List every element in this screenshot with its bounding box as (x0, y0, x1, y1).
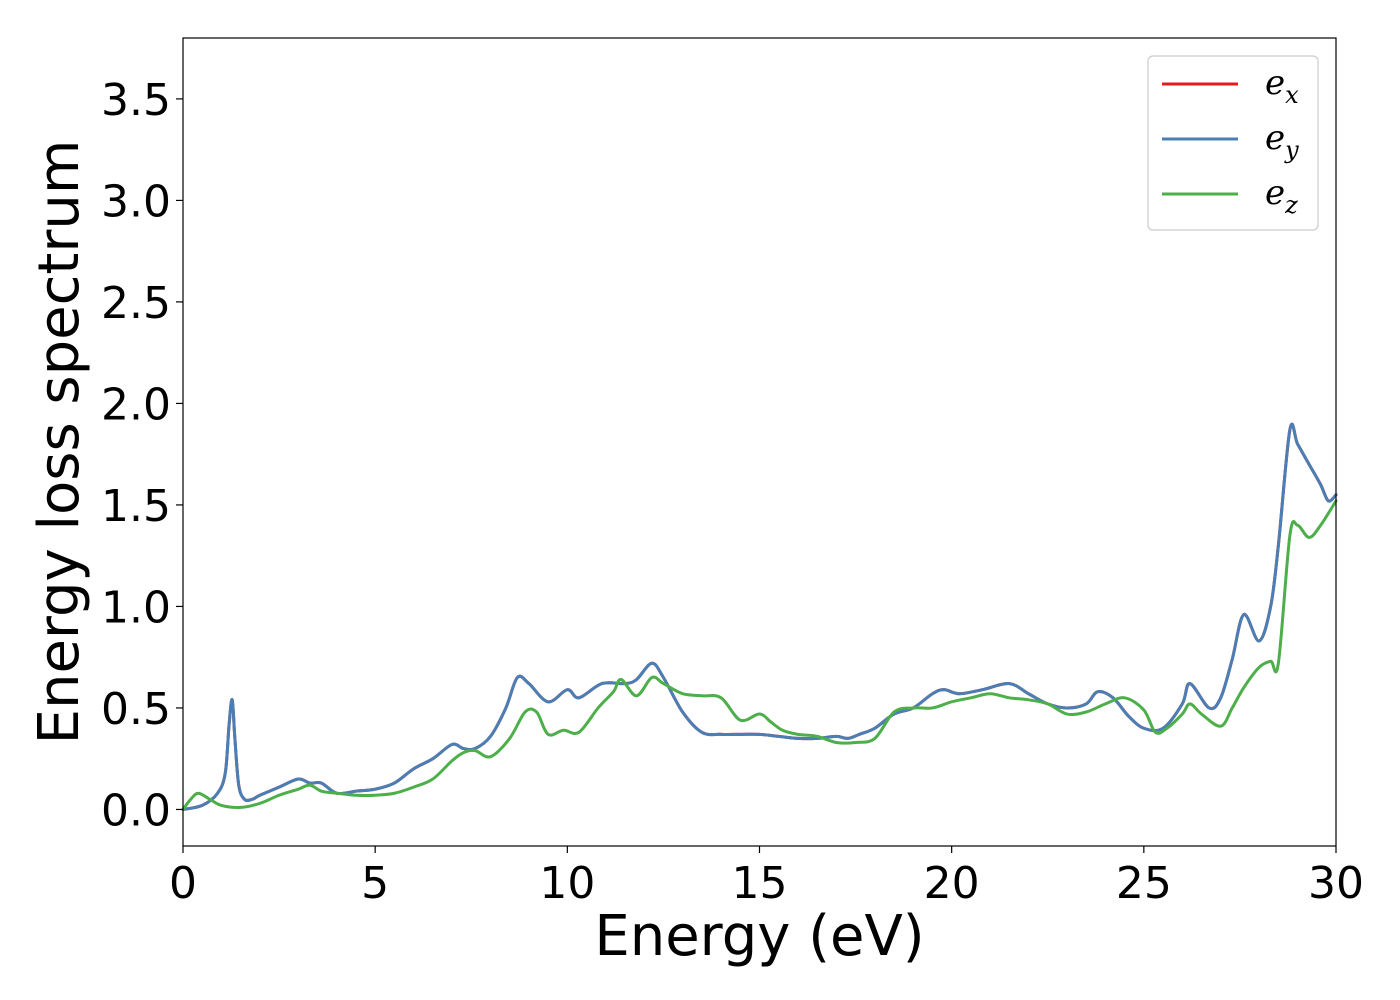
y-axis-title: Energy loss spectrum (27, 140, 92, 745)
x-axis-title: Energy (eV) (594, 904, 924, 969)
x-tick-label: 15 (732, 858, 788, 909)
x-tick-label: 0 (169, 858, 197, 909)
legend-label-y: ey (1265, 118, 1299, 164)
x-tick-label: 10 (539, 858, 595, 909)
y-tick-label: 2.0 (101, 379, 171, 430)
x-tick-label: 5 (361, 858, 389, 909)
y-tick-label: 0.5 (101, 684, 171, 735)
y-tick-label: 1.5 (101, 481, 171, 532)
legend-label-subscript: y (1284, 136, 1299, 164)
legend-label-subscript: z (1284, 191, 1298, 219)
y-tick-label: 2.5 (101, 278, 171, 329)
x-tick-label: 30 (1308, 858, 1364, 909)
x-tick-label: 25 (1116, 858, 1172, 909)
x-tick-label: 20 (924, 858, 980, 909)
legend-label-base: e (1265, 173, 1285, 213)
legend-label-base: e (1265, 118, 1285, 158)
legend-label-z: ez (1265, 173, 1298, 219)
series-line-y (181, 422, 1338, 811)
legend-box (1147, 55, 1319, 231)
y-tick-label: 0.0 (101, 785, 171, 836)
legend-label-subscript: x (1285, 81, 1299, 109)
y-axis: 0.0 0.5 1.0 1.5 2.0 2.5 3.0 3.5 (101, 75, 183, 836)
y-tick-label: 1.0 (101, 582, 171, 633)
series-layer (181, 422, 1338, 811)
legend-label-base: e (1265, 63, 1285, 103)
y-tick-label: 3.5 (101, 75, 171, 126)
x-axis: 0 5 10 15 20 25 30 (169, 846, 1364, 909)
legend-label-x: ex (1265, 63, 1299, 109)
y-tick-label: 3.0 (101, 176, 171, 227)
series-line-z (181, 499, 1338, 811)
